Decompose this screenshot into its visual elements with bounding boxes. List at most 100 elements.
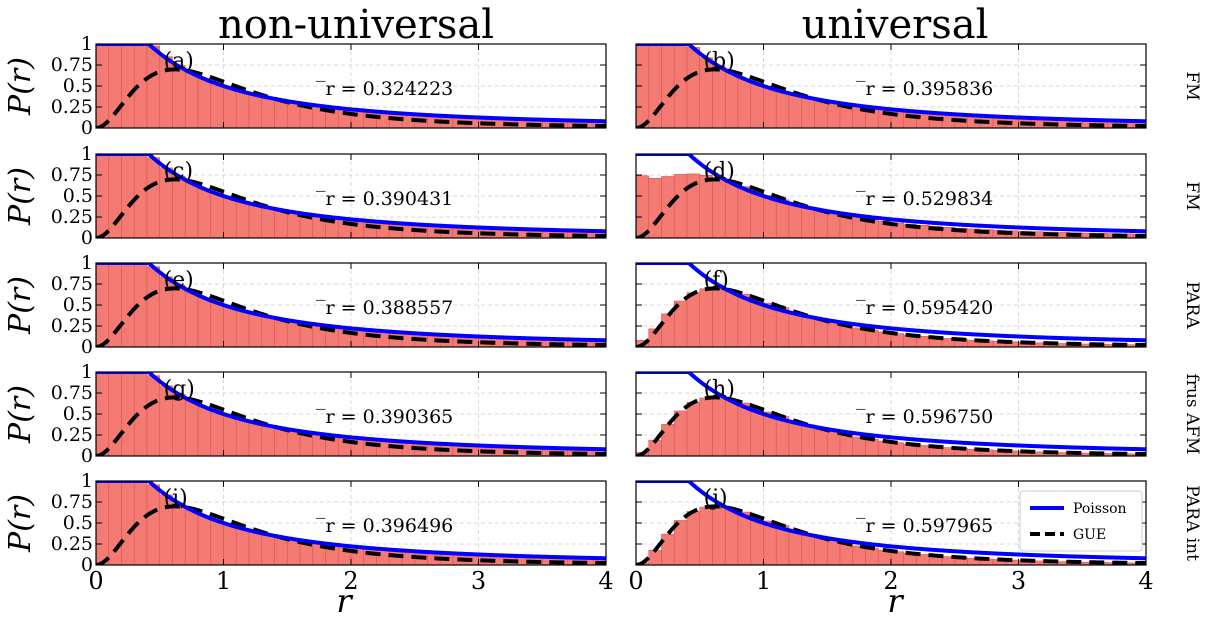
panel-g: 00.250.50.751 P(r) (g)̅r = 0.390365 [3, 361, 607, 467]
histogram-bar [673, 174, 688, 238]
r-bar-annotation: ̅r = 0.596750 [856, 406, 994, 428]
histogram [96, 372, 606, 456]
histogram-bar [274, 318, 288, 347]
histogram-bar [376, 330, 390, 347]
panel-c: 00.250.50.751 P(r) (c)̅r = 0.390431 [3, 143, 607, 249]
gue-curve [96, 395, 606, 456]
histogram-bar [223, 306, 237, 347]
poisson-curve [96, 154, 606, 234]
histogram-bar [724, 181, 739, 238]
panel-label: (f) [704, 268, 729, 293]
x-tick-label: 1 [216, 567, 231, 595]
histogram-bar [197, 515, 212, 565]
y-tick-label: 0 [81, 336, 93, 358]
histogram-bar [363, 547, 377, 565]
panel-h: (h)̅r = 0.596750 frus AFM [635, 371, 1202, 457]
y-tick-label: 0.75 [51, 491, 93, 513]
histogram [96, 481, 606, 565]
panel-label: (i) [164, 486, 188, 511]
y-tick-label: 0.5 [63, 512, 93, 534]
gue-curve [96, 286, 606, 347]
row-label: FM [1182, 71, 1202, 100]
histogram-bar [865, 438, 879, 456]
panel-label: (a) [164, 49, 194, 74]
poisson-curve [96, 44, 606, 124]
histogram-bar [814, 209, 828, 238]
y-tick-label: 0 [81, 117, 93, 139]
histogram-bar [724, 508, 739, 565]
histogram-bar [699, 175, 713, 238]
histogram-bar [146, 45, 161, 128]
histogram-bar [363, 220, 377, 238]
histogram-bar [916, 111, 930, 128]
histogram-bar [210, 411, 224, 456]
histogram-bar [712, 65, 726, 128]
histogram-bar [121, 154, 135, 238]
histogram-bar [737, 78, 752, 128]
histogram-bar [737, 511, 752, 565]
histogram-bar [814, 428, 828, 456]
histogram-bar [274, 99, 288, 128]
panel-label: (g) [164, 377, 195, 402]
y-tick-label: 0.25 [51, 206, 93, 228]
legend-gue-label: GUE [1073, 527, 1106, 543]
y-tick-label: 1 [81, 252, 93, 274]
histogram-bar [274, 209, 288, 238]
histogram-bar [146, 157, 161, 238]
histogram-bar [686, 511, 701, 565]
gue-curve [96, 177, 606, 238]
histogram-bar [197, 188, 212, 238]
x-tick-label: 3 [471, 567, 486, 595]
y-axis-label: P(r) [3, 276, 38, 335]
y-tick-label: 0 [81, 445, 93, 467]
panel-label: (j) [704, 486, 728, 511]
histogram-bar [699, 506, 713, 565]
gue-curve [636, 395, 1146, 456]
r-bar-annotation: ̅r = 0.529834 [856, 188, 994, 210]
histogram-bar [788, 529, 803, 565]
x-tick-label: 4 [598, 567, 613, 595]
y-tick-label: 0 [81, 554, 93, 576]
row-label: PARA [1182, 281, 1202, 329]
histogram-bar [801, 315, 815, 347]
histogram-bar [814, 99, 828, 128]
histogram-bar [184, 182, 199, 238]
histogram-bar [788, 203, 803, 238]
poisson-curve [96, 481, 606, 561]
histogram-bar [699, 397, 713, 456]
histogram-bar [223, 415, 237, 456]
gue-curve [636, 177, 1146, 238]
histogram-bar [172, 175, 186, 238]
histogram-bar [724, 399, 739, 456]
histogram-bar [775, 199, 790, 238]
y-tick-label: 0 [81, 227, 93, 249]
histogram-bar [376, 548, 390, 565]
histogram-bar [210, 83, 224, 128]
histogram-bar [121, 263, 135, 347]
histogram-bar [814, 319, 828, 347]
histogram-bar [121, 372, 135, 456]
histogram-bar [172, 65, 186, 128]
histogram-bar [235, 419, 250, 456]
histogram-bar [248, 204, 263, 238]
r-bar-annotation: ̅r = 0.324223 [316, 78, 454, 100]
poisson-curve [636, 154, 1146, 234]
histogram-bar [724, 290, 739, 347]
histogram-bar [235, 201, 250, 238]
histogram-bar [839, 325, 854, 347]
histogram-bar [826, 322, 841, 347]
r-bar-annotation: ̅r = 0.388557 [316, 297, 454, 319]
histogram-bar [839, 434, 854, 456]
poisson-curve [636, 481, 1146, 561]
row-label: PARA int [1182, 485, 1202, 561]
histogram-bar [737, 293, 752, 347]
histogram-bar [750, 83, 764, 128]
histogram-bar [184, 72, 199, 128]
histogram-bar [903, 110, 917, 128]
histogram-bar [699, 288, 713, 347]
y-tick-label: 0.5 [63, 294, 93, 316]
histogram-bar [376, 221, 390, 238]
y-axis-label: P(r) [3, 385, 38, 444]
y-tick-label: 0.75 [51, 164, 93, 186]
